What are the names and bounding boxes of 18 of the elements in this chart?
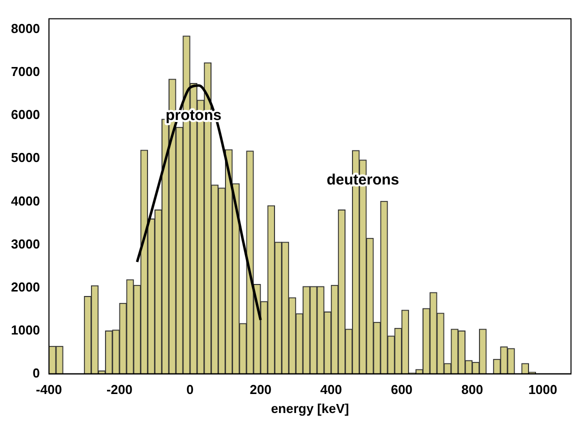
x-tick-label: -200 — [106, 382, 132, 398]
x-tick-label: 200 — [250, 382, 272, 398]
y-tick-label: 2000 — [11, 279, 40, 294]
x-tick-label: 1000 — [528, 382, 558, 398]
y-tick-label: 7000 — [11, 64, 40, 80]
y-tick-label: 6000 — [11, 107, 40, 122]
x-axis-title: energy [keV] — [270, 400, 349, 416]
x-tick-label: 0 — [186, 382, 194, 398]
y-tick-label: 0 — [32, 365, 40, 380]
y-tick-label: 5000 — [11, 150, 40, 166]
y-tick-label: 4000 — [11, 193, 40, 208]
x-tick-label: -400 — [36, 382, 62, 398]
x-tick-label: 400 — [320, 382, 342, 398]
x-tick-label: 600 — [390, 382, 413, 398]
y-tick-label: 3000 — [11, 236, 40, 252]
y-tick-label: 8000 — [11, 21, 40, 36]
x-tick-label: 800 — [461, 382, 484, 398]
y-tick-label: 1000 — [11, 322, 40, 338]
